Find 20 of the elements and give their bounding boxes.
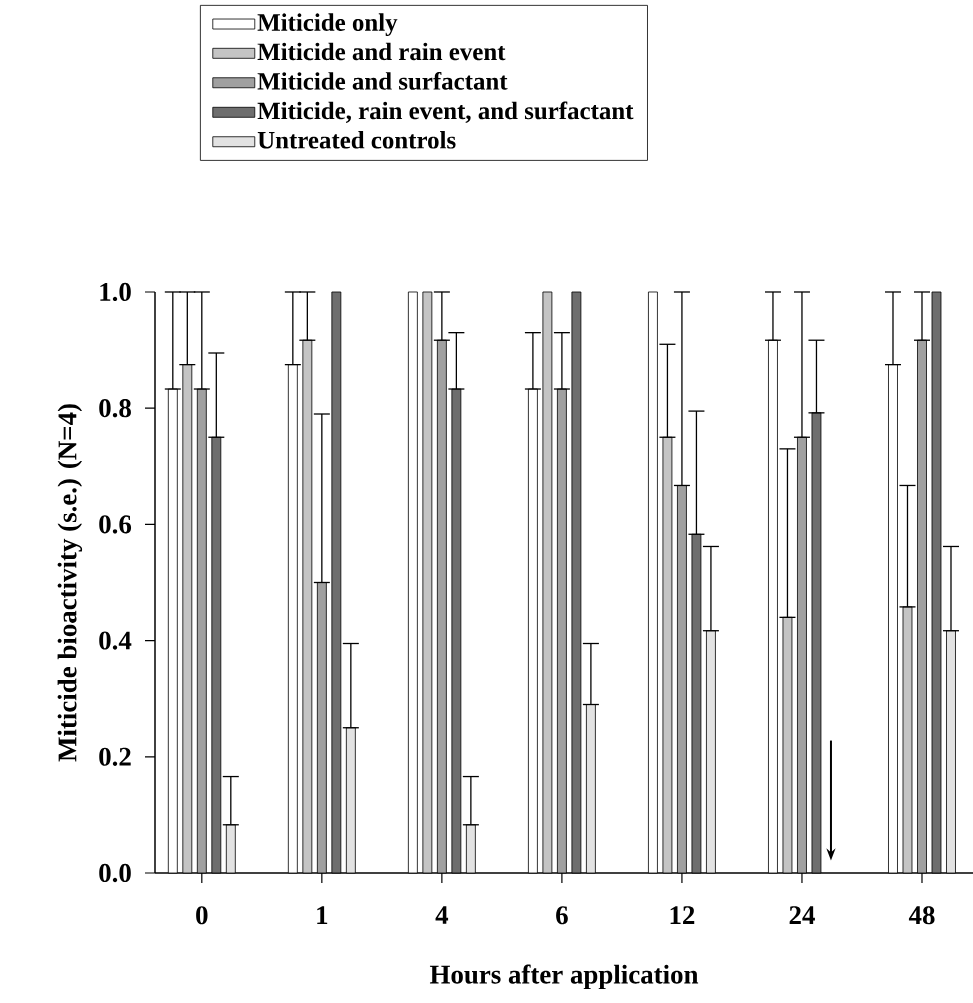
legend-label: Miticide and rain event [257, 42, 506, 61]
y-tick-label: 1.0 [100, 282, 131, 302]
y-tick-label: 0.8 [99, 399, 131, 418]
y-tick-label: 0.4 [99, 631, 132, 650]
legend-label: Miticide and surfactant [257, 71, 508, 90]
legend-label: Miticide only [257, 13, 398, 37]
legend-label: Untreated controls [257, 131, 456, 149]
x-tick-label: 24 [789, 906, 815, 924]
legend-label: Miticide, rain event, and surfactant [257, 101, 634, 123]
y-axis-title: Miticide bioactivity (s.e.) (N=4) [57, 404, 83, 762]
x-tick-label: 0 [196, 906, 208, 925]
x-tick-label: 6 [556, 906, 568, 925]
x-tick-label: 1 [317, 906, 328, 924]
x-tick-label: 12 [670, 906, 695, 924]
y-tick-label: 0.0 [99, 863, 131, 883]
y-tick-label: 0.2 [99, 747, 131, 766]
x-axis-title: Hours after application [429, 964, 699, 990]
x-tick-label: 4 [435, 906, 449, 924]
y-tick-label: 0.6 [99, 515, 132, 534]
x-tick-label: 48 [908, 906, 935, 925]
